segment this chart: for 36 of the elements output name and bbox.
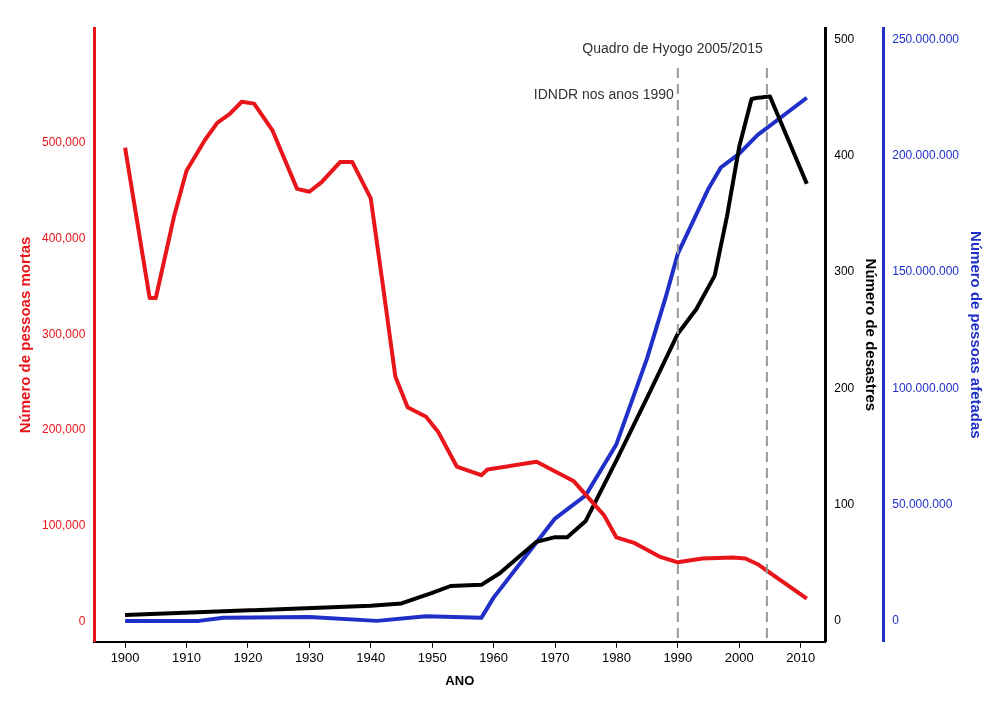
y2-tick-label: 500 xyxy=(834,31,855,46)
y3-tick-label: 100.000.000 xyxy=(892,380,960,395)
y-tick-label: 500,000 xyxy=(41,135,86,150)
y-tick-label: 0 xyxy=(78,614,86,628)
y2-tick-label: 400 xyxy=(834,148,855,163)
y2-tick-label: 100 xyxy=(834,496,855,511)
y2-axis-title: Número de desastres xyxy=(863,258,881,412)
x-axis-title: ANO xyxy=(445,672,475,688)
x-tick-label: 1900 xyxy=(110,650,140,666)
y3-tick-label: 250.000.000 xyxy=(892,31,960,46)
y3-tick-label: 200.000.000 xyxy=(892,148,960,163)
y3-tick-label: 50.000.000 xyxy=(892,496,953,511)
y-tick-label: 200,000 xyxy=(41,422,86,437)
y-tick-label: 400,000 xyxy=(41,230,86,245)
ref-line-label: Quadro de Hyogo 2005/2015 xyxy=(582,39,764,56)
x-tick-label: 1960 xyxy=(479,650,509,666)
y-tick-label: 300,000 xyxy=(41,326,86,341)
x-tick-label: 2000 xyxy=(724,650,754,666)
y-tick-label: 100,000 xyxy=(41,518,86,533)
ref-line-label: IDNDR nos anos 1990 xyxy=(533,85,675,102)
x-tick-label: 1940 xyxy=(356,650,386,666)
x-tick-label: 1990 xyxy=(663,650,693,666)
y3-tick-label: 150.000.000 xyxy=(892,264,960,279)
x-tick-label: 1970 xyxy=(540,650,570,666)
x-tick-label: 1920 xyxy=(233,650,263,666)
x-tick-label: 1930 xyxy=(294,650,324,666)
y2-tick-label: 200 xyxy=(834,380,855,395)
x-tick-label: 1950 xyxy=(417,650,447,666)
y3-axis-title: Número de pessoas afetadas xyxy=(967,231,985,439)
y2-tick-label: 0 xyxy=(834,613,842,628)
x-tick-label: 1910 xyxy=(172,650,201,666)
y3-tick-label: 0 xyxy=(892,613,900,628)
y-axis-title: Número de pessoas mortas xyxy=(16,236,34,434)
x-tick-label: 1980 xyxy=(601,650,631,666)
x-tick-label: 2010 xyxy=(786,650,816,666)
y2-tick-label: 300 xyxy=(834,264,855,279)
